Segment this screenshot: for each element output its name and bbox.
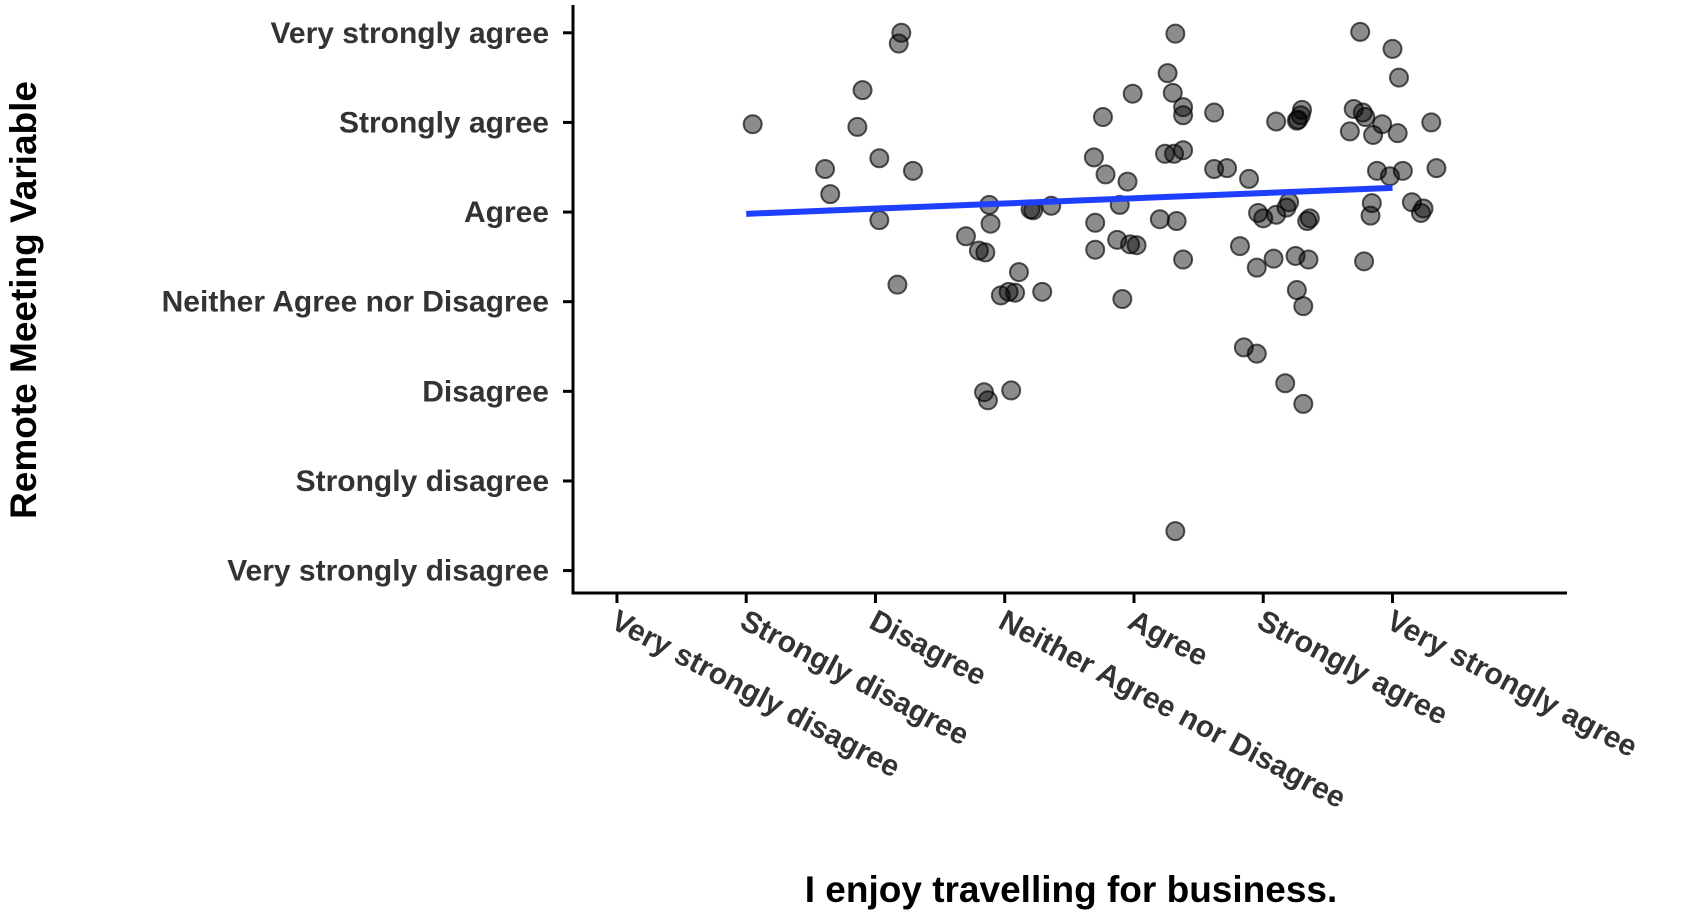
point: [998, 281, 1019, 302]
point: [1120, 234, 1141, 255]
point: [888, 33, 909, 54]
y-axis-title: Remote Meeting Variable: [3, 81, 44, 519]
y-tick-label: Strongly disagree: [296, 465, 549, 498]
point: [1288, 109, 1309, 130]
point: [1382, 38, 1403, 59]
point: [1279, 192, 1300, 213]
point: [1354, 251, 1375, 272]
point: [1001, 380, 1022, 401]
point: [1173, 140, 1194, 161]
x-tick-label: Agree: [1123, 604, 1214, 673]
point: [869, 148, 890, 169]
point: [815, 159, 836, 180]
point: [869, 210, 890, 231]
point: [1117, 171, 1138, 192]
point: [1173, 105, 1194, 126]
point: [1266, 204, 1287, 225]
point: [1379, 166, 1400, 187]
point: [1360, 205, 1381, 226]
point: [1112, 289, 1133, 309]
point: [1008, 262, 1029, 283]
x-tick-label: Very strongly agree: [1381, 604, 1642, 764]
point: [1122, 83, 1143, 104]
x-axis-title: I enjoy travelling for business.: [805, 869, 1338, 910]
point: [977, 390, 998, 411]
point: [1263, 248, 1284, 269]
point: [820, 184, 841, 205]
y-tick-label: Very strongly agree: [271, 17, 549, 50]
point: [887, 274, 908, 295]
point: [1092, 107, 1113, 128]
point: [742, 114, 763, 135]
point: [1239, 168, 1260, 189]
point: [1173, 249, 1194, 270]
point: [1372, 114, 1393, 135]
point: [1229, 236, 1250, 257]
point: [1266, 111, 1287, 132]
point: [1293, 296, 1314, 317]
point: [1126, 235, 1147, 256]
point: [1410, 202, 1431, 223]
point: [1166, 211, 1187, 232]
point: [1085, 212, 1106, 233]
point: [1246, 257, 1267, 278]
point: [1157, 63, 1178, 84]
y-tick-label: Agree: [464, 196, 549, 229]
point: [1350, 21, 1371, 42]
point: [1246, 343, 1267, 364]
point: [1426, 158, 1447, 179]
y-tick-label: Very strongly disagree: [227, 555, 549, 588]
point: [1293, 393, 1314, 414]
point: [1217, 158, 1238, 179]
point: [1299, 208, 1320, 229]
trend-line: [746, 184, 1393, 217]
point: [955, 226, 976, 247]
point: [1204, 102, 1225, 123]
point: [980, 213, 1001, 234]
point: [1355, 107, 1376, 128]
point: [1083, 147, 1104, 168]
point: [1162, 82, 1183, 103]
point: [1298, 249, 1319, 270]
point: [1095, 164, 1116, 185]
point: [1005, 282, 1026, 303]
point: [852, 80, 873, 101]
point: [1388, 67, 1409, 88]
point: [1149, 209, 1170, 230]
y-tick-label: Neither Agree nor Disagree: [162, 286, 549, 319]
point: [1387, 123, 1408, 144]
point: [1297, 211, 1318, 232]
point: [1275, 373, 1296, 394]
y-tick-label: Disagree: [422, 375, 549, 408]
point: [1339, 121, 1360, 142]
point: [902, 160, 923, 181]
point: [975, 242, 996, 263]
point: [1165, 23, 1186, 44]
y-tick-label: Strongly agree: [339, 106, 549, 139]
point: [1165, 521, 1186, 542]
point: [1032, 281, 1053, 302]
point: [847, 116, 868, 137]
point: [1421, 112, 1442, 133]
point: [1085, 239, 1106, 260]
